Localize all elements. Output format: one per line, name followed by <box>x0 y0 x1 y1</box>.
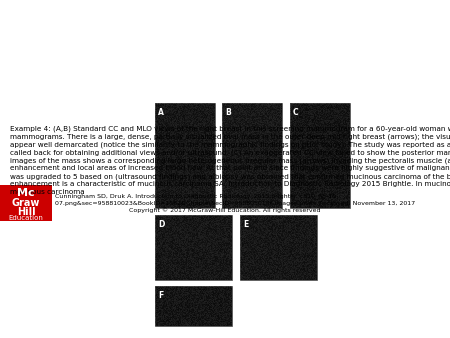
Text: E: E <box>243 220 248 229</box>
Text: B: B <box>225 108 231 117</box>
Bar <box>290 103 350 208</box>
Text: Copyright © 2017 McGraw-Hill Education. All rights reserved: Copyright © 2017 McGraw-Hill Education. … <box>129 207 321 213</box>
Text: A: A <box>158 108 164 117</box>
Bar <box>222 103 282 208</box>
Text: C: C <box>293 108 299 117</box>
Bar <box>240 215 317 280</box>
Text: Mc: Mc <box>17 188 35 198</box>
Text: D: D <box>158 220 164 229</box>
Text: mammograms. There is a large, dense, partially visualized oval mass in the outer: mammograms. There is a large, dense, par… <box>10 133 450 140</box>
Text: images of the mass shows a corresponding large heterogeneous irregular mass (arr: images of the mass shows a corresponding… <box>10 157 450 164</box>
Text: enhancement and local areas of increased blood flow. At that point and since fin: enhancement and local areas of increased… <box>10 165 450 171</box>
Text: was upgraded to 5 based on (ultrasound findings) and a biopsy was obtained that : was upgraded to 5 based on (ultrasound f… <box>10 173 450 179</box>
Text: enhancement is a characteristic of mucinous carcinoma SA. Introduction to Diagno: enhancement is a characteristic of mucin… <box>10 181 450 187</box>
Text: F: F <box>158 291 163 300</box>
Text: appear well demarcated (notice the similarity to the mammographic findings on pr: appear well demarcated (notice the simil… <box>10 141 450 147</box>
Text: mucinous carcinoma: mucinous carcinoma <box>10 189 85 195</box>
Text: Example 4: (A,B) Standard CC and MLO views of the right breast in this screening: Example 4: (A,B) Standard CC and MLO vie… <box>10 125 450 131</box>
Text: Graw: Graw <box>12 198 40 208</box>
Text: Hill: Hill <box>17 207 35 217</box>
Bar <box>155 215 232 280</box>
Bar <box>0 185 52 221</box>
Text: Cunningham SD, Druk A. Introduction to Diagnostic Radiology. 2015;brightle. ch10: Cunningham SD, Druk A. Introduction to D… <box>55 193 338 199</box>
Text: called back for obtaining additional views and/or ultrasound. (C) An exaggerated: called back for obtaining additional vie… <box>10 149 450 155</box>
Bar <box>155 286 232 326</box>
Bar <box>155 103 215 208</box>
Text: 07.png&sec=958810023&BookID=1562&ChapterSecID=958805018&imagename= Accessed: Nov: 07.png&sec=958810023&BookID=1562&Chapter… <box>55 201 415 206</box>
Text: Education: Education <box>9 215 44 221</box>
